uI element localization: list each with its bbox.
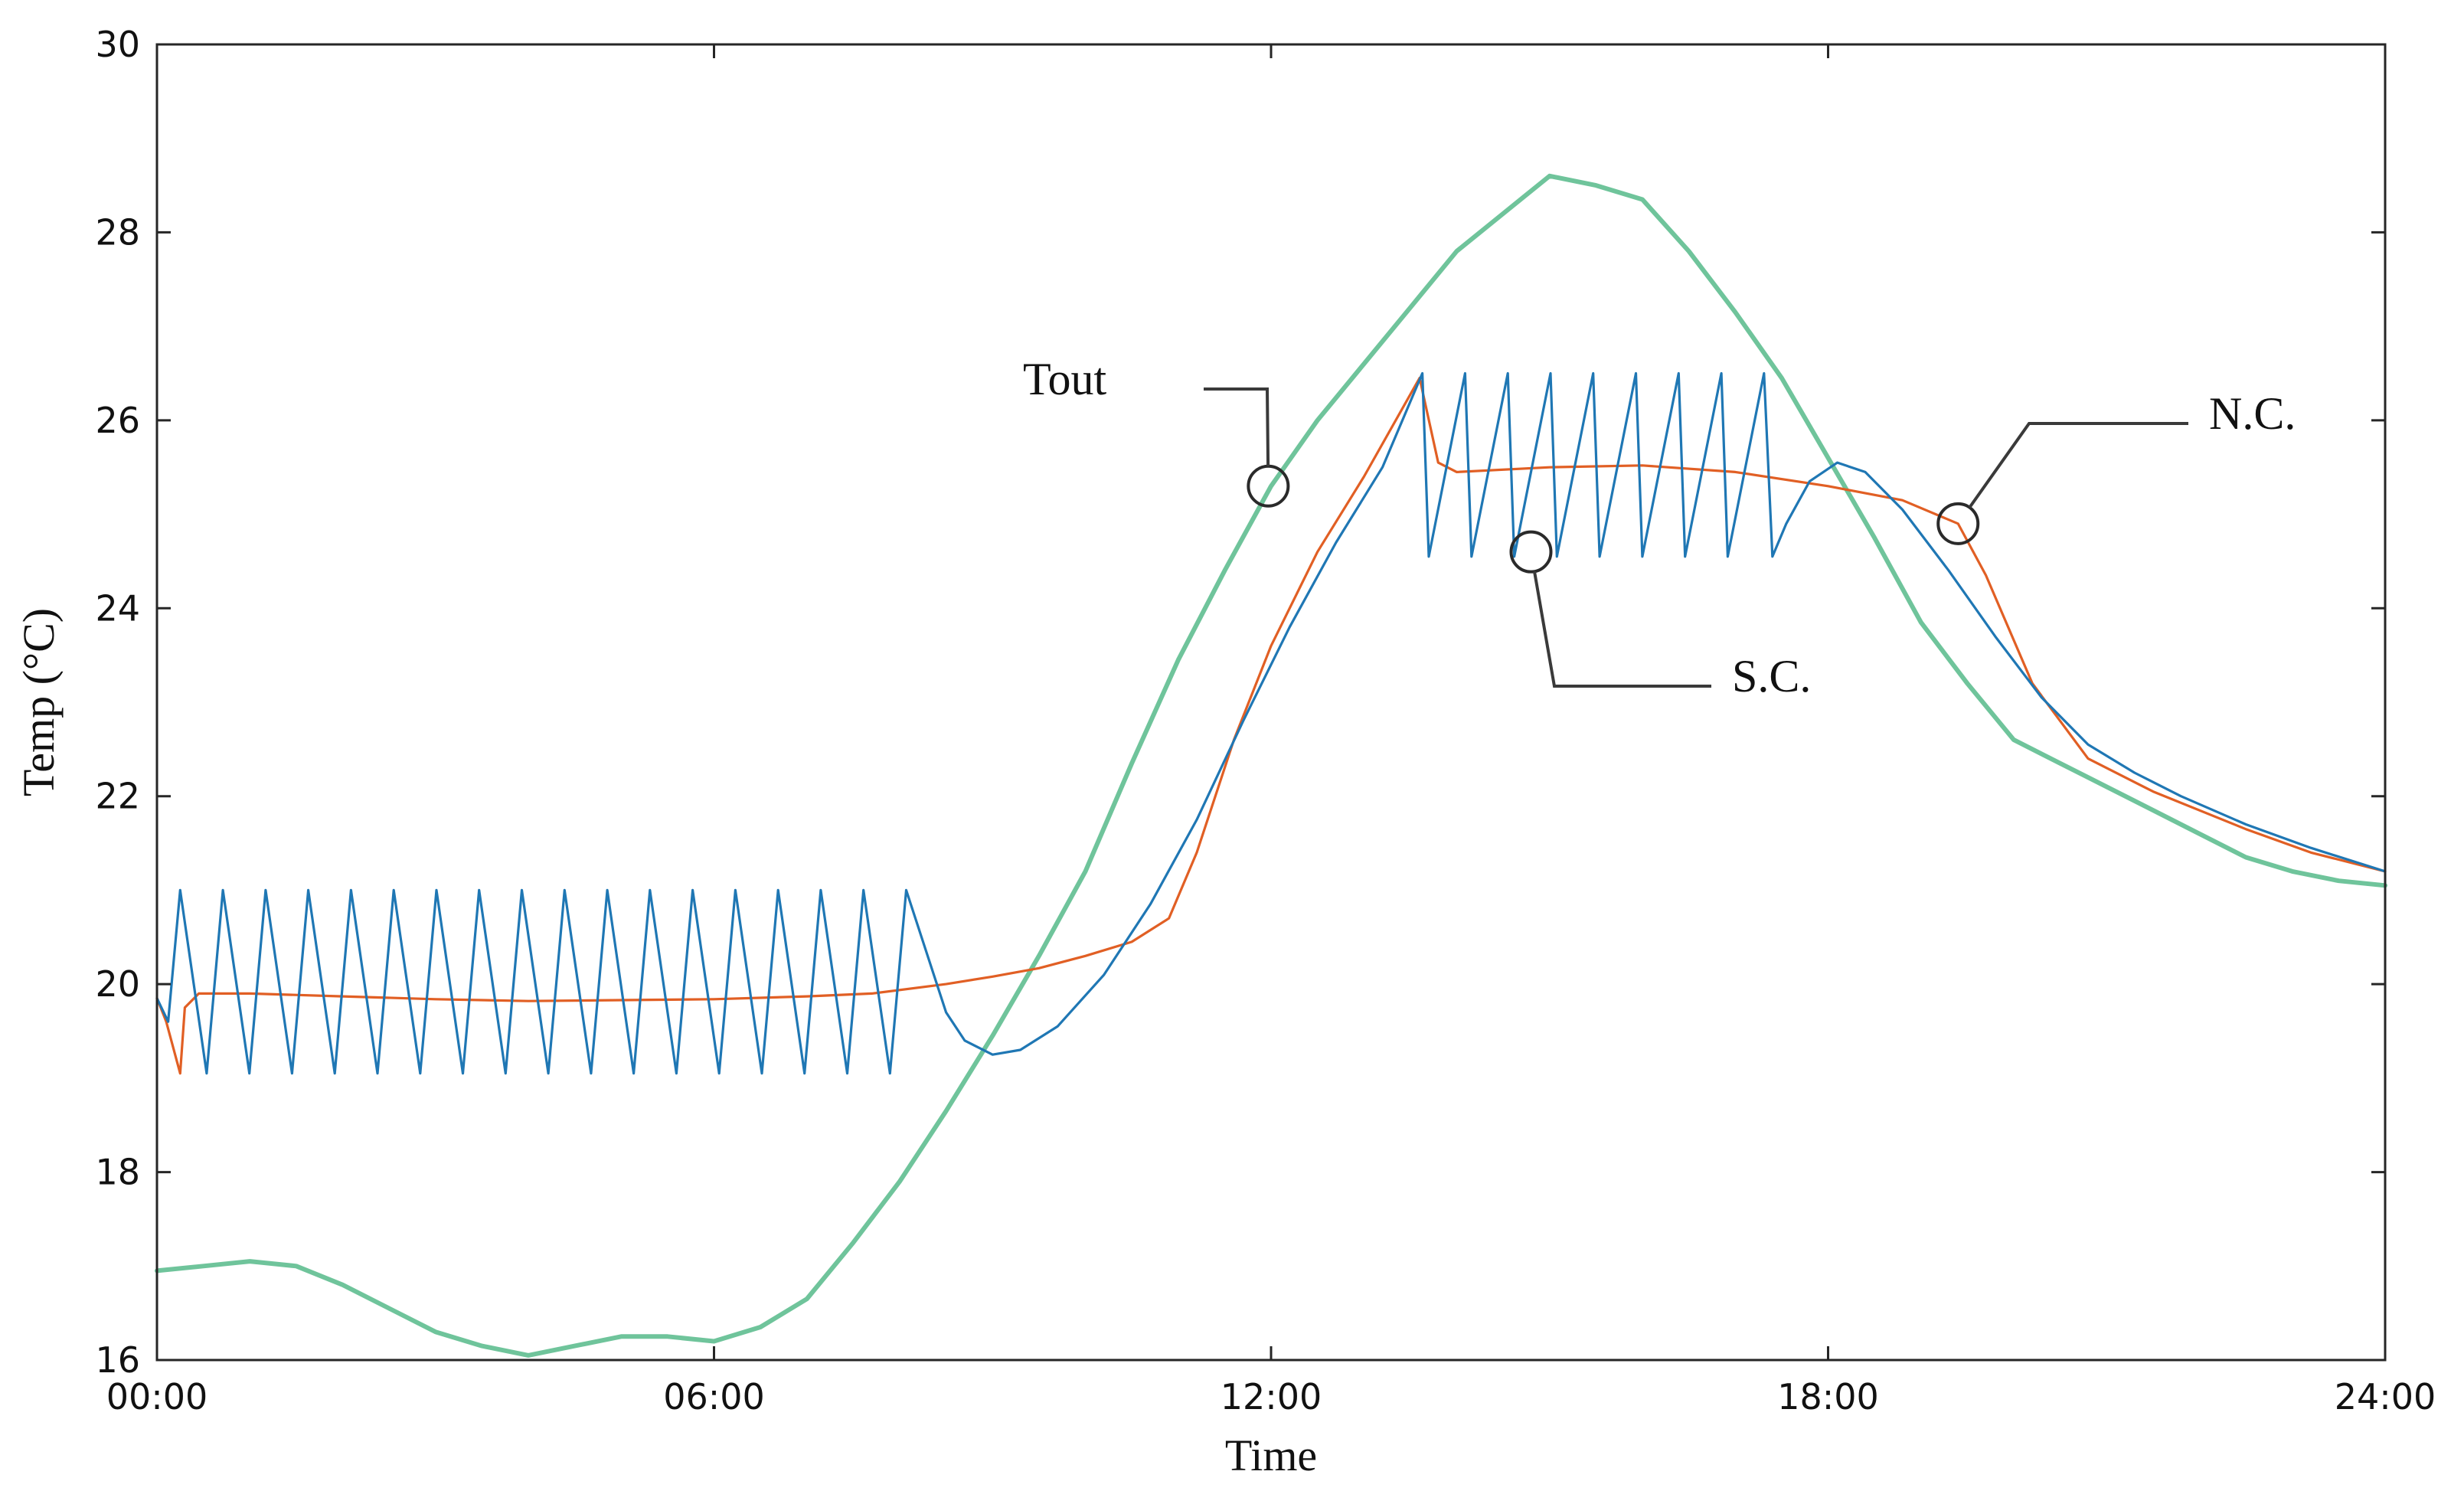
tick-layer: 00:00 06:00 12:00 18:00 24:00 16 18 20 22 24 26 28 3… xyxy=(95,24,2436,1417)
series-line-n-c xyxy=(155,377,2387,1075)
series-line-tout xyxy=(155,173,2387,1358)
x-tick-label: 06:00 xyxy=(663,1376,765,1417)
x-tick-label: 12:00 xyxy=(1221,1376,1322,1417)
y-tick-label: 22 xyxy=(95,776,140,817)
y-tick-label: 20 xyxy=(95,963,140,1005)
series-layer xyxy=(155,173,2387,1358)
annotation-marker-circle xyxy=(1509,530,1553,574)
x-tick-label: 24:00 xyxy=(2335,1376,2436,1417)
x-tick-label: 18:00 xyxy=(1777,1376,1879,1417)
y-tick-label: 26 xyxy=(95,400,140,441)
y-axis-title: Temp (°C) xyxy=(14,608,64,796)
series-line-s-c xyxy=(155,371,2387,1075)
y-tick-label: 18 xyxy=(95,1152,140,1193)
annotation-label: S.C. xyxy=(1732,651,1811,701)
annotation-leader-line xyxy=(1204,387,1270,466)
x-tick-label: 00:00 xyxy=(106,1376,208,1417)
annotation-label: N.C. xyxy=(2209,388,2296,439)
y-tick-label: 30 xyxy=(95,24,140,65)
annotation-label: Tout xyxy=(1023,354,1106,404)
x-axis-title: Time xyxy=(1225,1430,1317,1480)
y-tick-label: 16 xyxy=(95,1339,140,1381)
annotation-leader-line xyxy=(1968,422,2188,508)
plot-frame xyxy=(155,43,2387,1362)
y-tick-label: 28 xyxy=(95,211,140,253)
annotation-layer: Tout N.C. S.C. xyxy=(1023,354,2296,701)
annotation-marker-circle xyxy=(1936,502,1980,545)
y-tick-label: 24 xyxy=(95,587,140,629)
annotation-leader-line xyxy=(1533,571,1711,688)
annotation-marker-circle xyxy=(1247,464,1290,508)
